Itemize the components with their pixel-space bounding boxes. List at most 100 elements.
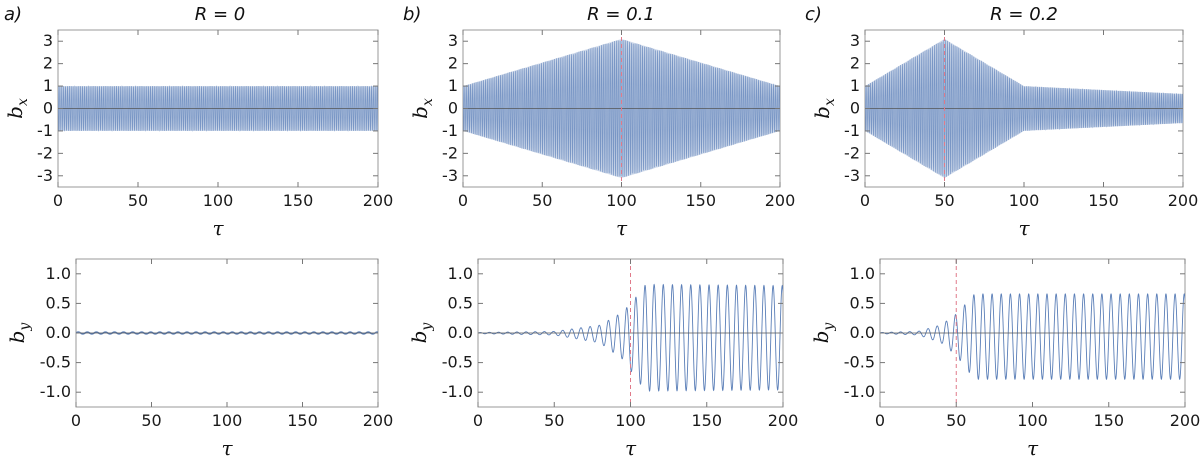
y-axis-label: by — [407, 322, 435, 344]
chart-panel-1: 0 50 100 150 200 -3 -2 -1 0 1 2 3 τ bx R = 0 a) — [3, 4, 393, 240]
x-tick-label: 100 — [212, 411, 243, 430]
series-line — [880, 293, 1185, 380]
x-tick-label: 50 — [141, 411, 161, 430]
panel-title: R = 0.1 — [587, 4, 655, 25]
x-tick-label: 150 — [691, 411, 722, 430]
x-tick-label: 150 — [1093, 411, 1124, 430]
y-tick-label: -1.0 — [844, 382, 875, 401]
panel-title: R = 0 — [195, 4, 245, 25]
x-tick-label: 100 — [203, 191, 234, 210]
x-axis-label: τ — [212, 216, 224, 240]
y-tick-label: -3 — [442, 166, 458, 185]
y-tick-label: 0.0 — [46, 323, 71, 342]
y-axis-label: bx — [3, 98, 31, 119]
chart-panel-2: 0 50 100 150 200 -3 -2 -1 0 1 2 3 τ bx R = 0.1 b) — [403, 4, 795, 240]
y-tick-label: 0 — [43, 99, 53, 118]
x-tick-label: 200 — [768, 411, 799, 430]
y-tick-label: -1 — [844, 121, 860, 140]
panel-label: b) — [403, 4, 421, 25]
x-tick-label: 0 — [875, 411, 885, 430]
y-tick-label: -3 — [844, 166, 860, 185]
y-tick-label: 3 — [850, 31, 860, 50]
x-tick-label: 150 — [685, 191, 716, 210]
x-tick-label: 150 — [1088, 191, 1119, 210]
series-line — [865, 39, 1183, 178]
chart-panel-3: 0 50 100 150 200 -3 -2 -1 0 1 2 3 τ bx R = 0.2 c) — [805, 4, 1198, 240]
y-tick-label: -2 — [37, 143, 53, 162]
x-tick-label: 150 — [283, 191, 314, 210]
y-tick-label: 1.0 — [850, 264, 875, 283]
y-tick-label: 1 — [850, 76, 860, 95]
y-tick-label: 1.0 — [448, 264, 473, 283]
x-tick-label: 50 — [934, 191, 954, 210]
y-tick-label: -1.0 — [40, 382, 71, 401]
x-tick-label: 0 — [53, 191, 63, 210]
y-tick-label: 1 — [43, 76, 53, 95]
x-tick-label: 0 — [473, 411, 483, 430]
y-axis-label-sub: y — [17, 322, 33, 332]
x-tick-label: 0 — [458, 191, 468, 210]
y-axis-label-sub: x — [15, 98, 31, 106]
panel-label: a) — [4, 4, 22, 25]
y-tick-label: 3 — [43, 31, 53, 50]
y-axis-label-sub: y — [821, 322, 837, 332]
x-tick-label: 200 — [1170, 411, 1200, 430]
x-tick-label: 100 — [1017, 411, 1048, 430]
x-tick-label: 200 — [1168, 191, 1199, 210]
x-tick-label: 50 — [544, 411, 564, 430]
x-tick-label: 150 — [287, 411, 318, 430]
x-tick-label: 200 — [363, 191, 394, 210]
x-tick-label: 50 — [946, 411, 966, 430]
y-tick-label: -0.5 — [844, 353, 875, 372]
x-axis-label: τ — [221, 436, 233, 460]
y-tick-label: 1.0 — [46, 264, 71, 283]
panel-title: R = 0.2 — [990, 4, 1058, 25]
y-tick-label: 1 — [448, 76, 458, 95]
y-tick-label: -1 — [37, 121, 53, 140]
x-tick-label: 0 — [860, 191, 870, 210]
x-tick-label: 0 — [71, 411, 81, 430]
y-tick-label: 0.5 — [448, 293, 473, 312]
x-tick-label: 100 — [606, 191, 637, 210]
x-axis-label: τ — [625, 436, 637, 460]
y-axis-label: by — [809, 322, 837, 344]
y-tick-label: 0 — [850, 99, 860, 118]
x-tick-label: 100 — [615, 411, 646, 430]
x-tick-label: 200 — [765, 191, 796, 210]
y-axis-label: by — [5, 322, 33, 344]
x-tick-label: 100 — [1009, 191, 1040, 210]
y-tick-label: -3 — [37, 166, 53, 185]
y-tick-label: -1.0 — [442, 382, 473, 401]
chart-panel-5: 0 50 100 150 200 -1.0 -0.5 0.0 0.5 1.0 τ by — [407, 258, 799, 460]
x-axis-label: τ — [1018, 216, 1030, 240]
y-axis-label-sub: x — [420, 98, 436, 106]
y-tick-label: 0.0 — [850, 323, 875, 342]
y-tick-label: -1 — [442, 121, 458, 140]
y-tick-label: 2 — [850, 54, 860, 73]
chart-panel-6: 0 50 100 150 200 -1.0 -0.5 0.0 0.5 1.0 τ by — [809, 258, 1200, 460]
x-tick-label: 50 — [532, 191, 552, 210]
chart-panel-4: 0 50 100 150 200 -1.0 -0.5 0.0 0.5 1.0 τ by — [5, 258, 394, 460]
x-tick-label: 50 — [128, 191, 148, 210]
y-tick-label: -2 — [844, 143, 860, 162]
y-axis-label: bx — [408, 98, 436, 119]
y-tick-label: 0.5 — [850, 293, 875, 312]
x-tick-label: 200 — [363, 411, 394, 430]
y-tick-label: -2 — [442, 143, 458, 162]
x-axis-label: τ — [1027, 436, 1039, 460]
series-b_y — [880, 293, 1185, 380]
y-tick-label: -0.5 — [40, 353, 71, 372]
x-axis-label: τ — [616, 216, 628, 240]
y-tick-label: 0 — [448, 99, 458, 118]
y-axis-label-sub: x — [822, 98, 838, 106]
y-tick-label: 0.5 — [46, 293, 71, 312]
y-tick-label: -0.5 — [442, 353, 473, 372]
y-tick-label: 2 — [43, 54, 53, 73]
y-tick-label: 3 — [448, 31, 458, 50]
panel-label: c) — [805, 4, 822, 25]
y-axis-label: bx — [810, 98, 838, 119]
y-tick-label: 0.0 — [448, 323, 473, 342]
y-tick-label: 2 — [448, 54, 458, 73]
y-axis-label-sub: y — [419, 322, 435, 332]
